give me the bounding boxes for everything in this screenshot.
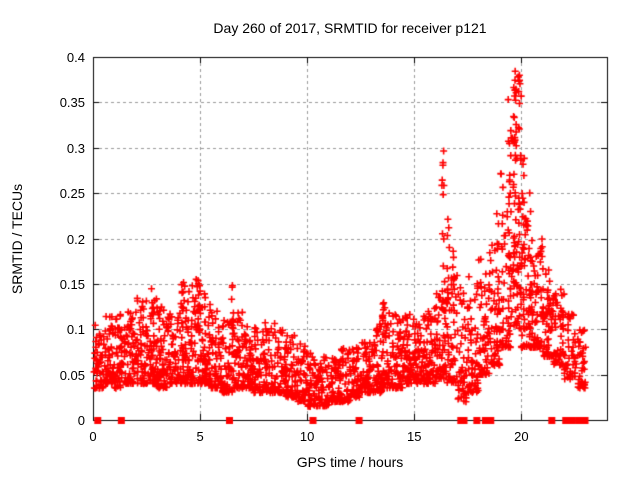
x-tick-label: 0 (89, 429, 97, 444)
x-tick-label: 5 (196, 429, 204, 444)
y-tick-label: 0 (77, 413, 85, 428)
y-axis-label: SRMTID / TECUs (9, 183, 25, 295)
y-tick-label: 0.3 (66, 140, 85, 156)
y-tick-label: 0.25 (59, 186, 85, 202)
x-axis-label: GPS time / hours (296, 454, 404, 470)
x-tick-label: 20 (514, 429, 529, 444)
y-tick-label: 0.05 (59, 367, 85, 383)
y-tick-label: 0.4 (66, 50, 85, 65)
x-tick-label: 15 (407, 429, 422, 444)
y-tick-label: 0.15 (59, 276, 85, 292)
y-tick-label: 0.2 (66, 231, 85, 247)
y-tick-label: 0.1 (66, 322, 85, 338)
x-tick-label: 10 (299, 429, 315, 444)
y-tick-label: 0.35 (59, 95, 85, 111)
chart-title: Day 260 of 2017, SRMTID for receiver p12… (213, 20, 487, 36)
